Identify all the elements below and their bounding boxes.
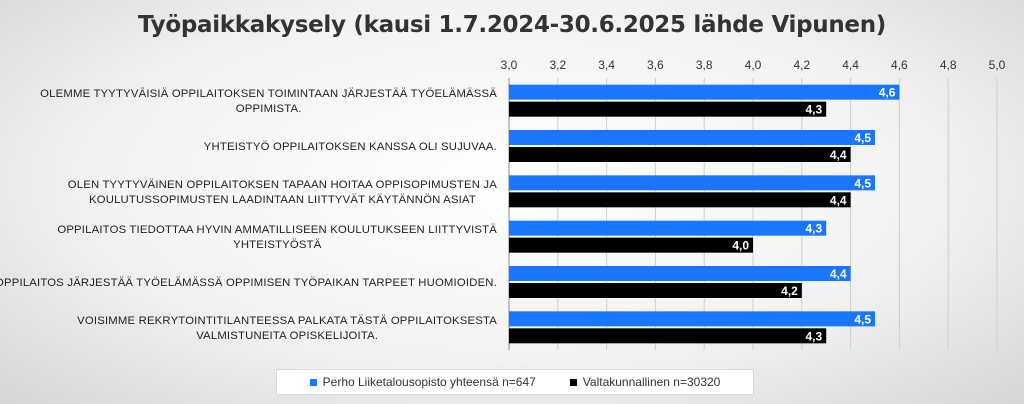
bar (509, 130, 875, 145)
data-label: 4,4 (830, 193, 847, 207)
x-tick-label: 4,2 (793, 58, 810, 72)
legend-label: Valtakunnallinen n=30320 (582, 375, 721, 389)
category-label: OPPILAITOS JÄRJESTÄÄ TYÖELÄMÄSSÄ OPPIMIS… (0, 277, 497, 289)
category-label: OLEMME TYYTYVÄISIÄ OPPILAITOKSEN TOIMINT… (40, 88, 497, 100)
x-tick-label: 3,0 (501, 58, 518, 72)
data-label: 4,4 (830, 148, 847, 162)
data-label: 4,5 (854, 176, 871, 190)
bar (509, 84, 900, 100)
data-label: 4,0 (732, 239, 749, 253)
x-tick-label: 4,0 (745, 58, 762, 72)
bar (509, 237, 753, 253)
legend-swatch (309, 378, 317, 386)
data-label: 4,3 (806, 103, 823, 117)
data-label: 4,6 (879, 86, 896, 100)
bar (509, 283, 802, 298)
legend: Perho Liiketalousopisto yhteensä n=647 Va… (276, 369, 754, 395)
x-tick-label: 5,0 (989, 58, 1006, 72)
bar (509, 266, 851, 281)
bar (509, 101, 827, 117)
category-label: KOULUTUSSOPIMUSTEN LAADINTAAN LIITTYVÄT … (89, 194, 476, 206)
category-label: YHTEISTYÖSTÄ (233, 239, 322, 251)
legend-item: Perho Liiketalousopisto yhteensä n=647 (309, 375, 536, 389)
bar (509, 175, 875, 191)
category-label: VOISIMME REKRYTOINTITILANTEESSA PALKATA … (77, 315, 497, 327)
chart-title: Työpaikkakysely (kausi 1.7.2024-30.6.202… (137, 12, 887, 38)
data-label: 4,5 (854, 131, 871, 145)
bar (509, 220, 827, 236)
data-label: 4,2 (781, 284, 798, 298)
data-label: 4,3 (806, 329, 823, 343)
x-tick-label: 3,8 (696, 58, 713, 72)
category-label: OPPILAITOS TIEDOTTAA HYVIN AMMATILLISEEN… (57, 224, 497, 236)
category-label: YHTEISTYÖ OPPILAITOKSEN KANSSA OLI SUJUV… (204, 141, 497, 153)
bar (509, 311, 875, 327)
x-tick-label: 4,8 (940, 58, 957, 72)
category-label: OPPIMISTA. (236, 103, 302, 115)
x-tick-label: 4,4 (842, 58, 859, 72)
bar (509, 328, 827, 344)
x-tick-label: 3,6 (647, 58, 664, 72)
x-tick-label: 4,6 (891, 58, 908, 72)
data-label: 4,5 (854, 312, 871, 326)
legend-item: Valtakunnallinen n=30320 (569, 375, 721, 389)
x-tick-label: 3,4 (598, 58, 615, 72)
x-tick-label: 3,2 (549, 58, 566, 72)
category-label: VALMISTUNEITA OPISKELIJOITA. (196, 330, 378, 342)
data-label: 4,3 (806, 222, 823, 236)
data-label: 4,4 (830, 267, 847, 281)
bar (509, 192, 851, 208)
category-label: OLEN TYYTYVÄINEN OPPILAITOKSEN TAPAAN HO… (68, 179, 498, 191)
legend-label: Perho Liiketalousopisto yhteensä n=647 (322, 375, 536, 389)
legend-swatch (569, 378, 577, 386)
bar (509, 147, 851, 162)
